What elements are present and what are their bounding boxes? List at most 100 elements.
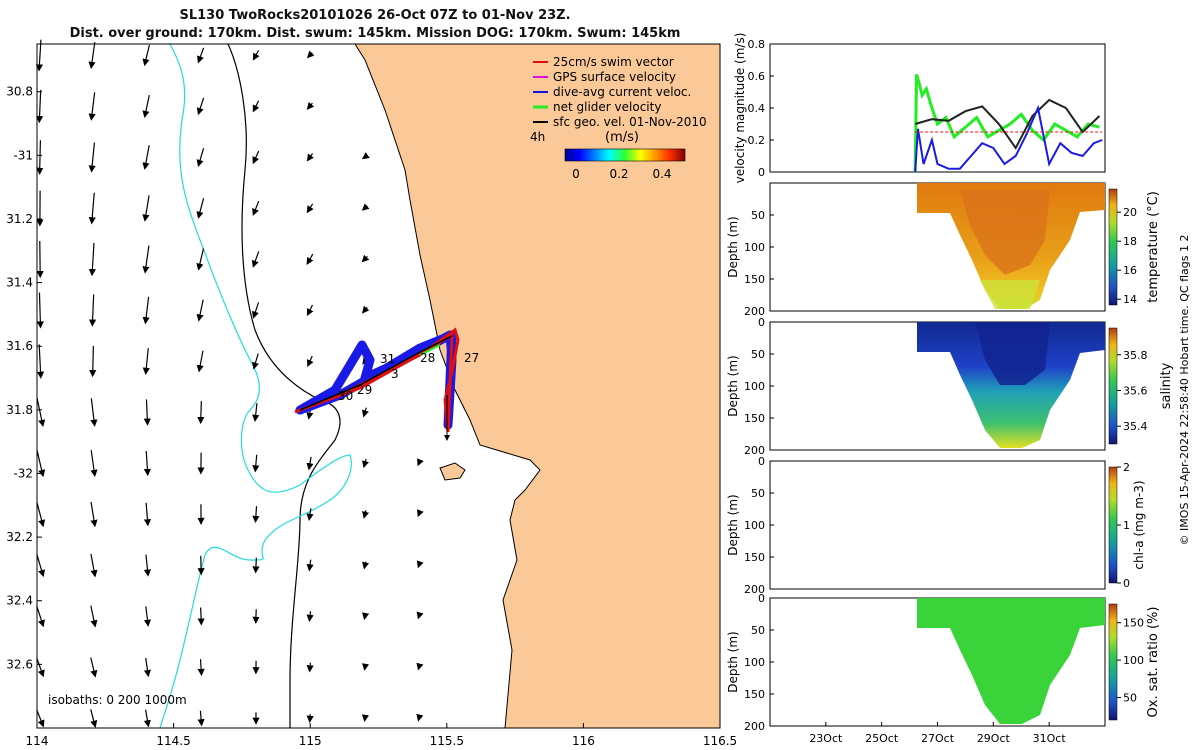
map-legend: 25cm/s swim vector GPS surface velocity … — [530, 55, 707, 181]
velocity-arrow — [362, 612, 370, 621]
map-x-axis: 114 114.5 115 115.5 116 116.5 — [26, 723, 737, 748]
velocity-arrow — [252, 100, 260, 113]
colorbar-tick-label: 1 — [1123, 519, 1130, 532]
velocity-arrow — [197, 710, 205, 727]
depth-tick-label: 50 — [751, 624, 765, 637]
velocity-arrow — [252, 506, 260, 524]
velocity-arrow — [362, 561, 370, 570]
isobath-1000 — [159, 44, 352, 728]
island — [439, 462, 466, 481]
velocity-arrow — [142, 195, 150, 222]
velocity-arrow — [90, 709, 98, 728]
oxygen-y-axis: 0 50 100 150 200 — [744, 592, 774, 733]
velocity-arrow — [143, 606, 152, 627]
chlorophyll-colorbar-ticks: 0 1 2 — [1117, 461, 1130, 590]
map-y-tick-label: 32.2 — [6, 530, 33, 544]
time-tick-label: 31Oct — [1033, 732, 1067, 745]
velocity-arrow — [36, 605, 45, 628]
depth-tick-label: 100 — [744, 656, 765, 669]
map-x-tick-label: 115 — [299, 734, 322, 748]
map-x-tick-label: 115.5 — [430, 734, 464, 748]
velocity-arrow — [306, 101, 315, 110]
depth-tick-label: 200 — [744, 444, 765, 457]
velocity-ylabel: velocity magnitude (m/s) — [733, 33, 747, 184]
salinity-colorbar-ticks: 35.4 35.6 35.8 — [1117, 349, 1148, 433]
velocity-arrow — [143, 709, 151, 728]
map-y-tick-label: -32 — [13, 466, 33, 480]
velocity-arrow — [252, 50, 260, 61]
velocity-arrow — [251, 251, 260, 268]
velocity-arrow — [196, 299, 204, 322]
velocity-arrow — [362, 663, 370, 671]
salinity-core — [975, 322, 1050, 385]
velocity-arrow — [306, 611, 314, 623]
temperature-colorbar-label: temperature (°C) — [1146, 191, 1161, 303]
temperature-colorbar-ticks: 14 16 18 20 — [1117, 206, 1137, 306]
velocity-arrow — [252, 200, 260, 216]
velocity-arrow — [196, 350, 204, 373]
colorbar-tick-label: 14 — [1123, 293, 1137, 306]
velocity-arrow — [362, 510, 370, 519]
velocity-arrow — [143, 554, 152, 577]
velocity-arrow — [416, 560, 424, 569]
velocity-series-line — [914, 104, 1103, 173]
velocity-arrow — [306, 304, 314, 317]
velocity-arrow — [90, 657, 98, 678]
velocity-arrow — [90, 450, 98, 478]
colorbar-tick-label: 35.4 — [1123, 420, 1148, 433]
chart-title: SL130 TwoRocks20101026 26-Oct 07Z to 01-… — [179, 8, 571, 23]
copyright-note: © IMOS 15-Apr-2024 22:58:40 Hobart time.… — [1178, 235, 1191, 546]
colorbar-tick: 0.4 — [652, 167, 671, 181]
chlorophyll-frame — [769, 460, 1106, 590]
chlorophyll-colorbar — [1108, 466, 1118, 584]
velocity-arrow — [361, 714, 370, 722]
velocity-arrow — [362, 458, 369, 469]
land-mass — [355, 44, 720, 728]
velocity-arrow — [362, 305, 370, 314]
map-x-tick-label: 116 — [572, 734, 595, 748]
time-tick-label: 25Oct — [865, 732, 899, 745]
velocity-arrow — [416, 662, 424, 671]
velocity-arrow — [36, 344, 45, 379]
velocity-arrow — [306, 50, 315, 59]
temperature-panel: 50 100 150 200 Depth (m) 14 16 18 20 temperatu… — [726, 182, 1161, 318]
map-x-tick-label: 114 — [26, 734, 49, 748]
velocity-arrow — [306, 153, 314, 162]
colorbar-tick-label: 35.8 — [1123, 349, 1148, 362]
depth-tick-label: 150 — [744, 412, 765, 425]
depth-tick-label: 100 — [744, 241, 765, 254]
surface-velocity-arrows — [35, 39, 424, 728]
colorbar-tick-label: 50 — [1123, 692, 1137, 705]
legend-dive: dive-avg current veloc. — [553, 85, 691, 99]
velocity-arrow — [197, 47, 205, 64]
swim-track — [294, 327, 460, 433]
time-tick-label: 27Oct — [921, 732, 955, 745]
legend-geo: sfc geo. vel. 01-Nov-2010 — [553, 115, 707, 129]
velocity-arrow — [36, 709, 45, 728]
legend-net: net glider velocity — [553, 100, 661, 114]
glider-track — [294, 327, 460, 441]
time-x-axis: 23Oct 25Oct 27Oct 29Oct 31Oct — [809, 722, 1066, 745]
map-panel: 30.8 -31 31.2 31.4 31.6 31.8 -32 32.2 32.4 32.6 1… — [6, 39, 737, 748]
velocity-arrow — [143, 399, 151, 426]
isobath-note: isobaths: 0 200 1000m — [48, 693, 187, 707]
velocity-arrow — [88, 42, 96, 70]
velocity-arrow — [142, 296, 150, 325]
velocity-arrow — [35, 89, 44, 124]
depth-tick-label: 200 — [744, 583, 765, 596]
velocity-arrow — [142, 44, 150, 67]
depth-tick-label: 50 — [751, 209, 765, 222]
day-label: 30 — [338, 389, 353, 403]
velocity-y-tick-label: 0.2 — [748, 134, 766, 147]
oxygen-colorbar — [1108, 603, 1118, 721]
colorbar-tick-label: 150 — [1123, 617, 1144, 630]
day-label: 31 — [380, 352, 395, 366]
depth-tick-label: 100 — [744, 519, 765, 532]
velocity-arrow — [90, 553, 98, 578]
salinity-panel: 0 50 100 150 200 Depth (m) 35.4 35.6 35.8 sali… — [726, 316, 1174, 457]
velocity-arrow — [90, 501, 98, 528]
depth-tick-label: 0 — [758, 316, 765, 329]
chlorophyll-ylabel: Depth (m) — [726, 494, 740, 555]
velocity-arrow — [196, 198, 205, 219]
